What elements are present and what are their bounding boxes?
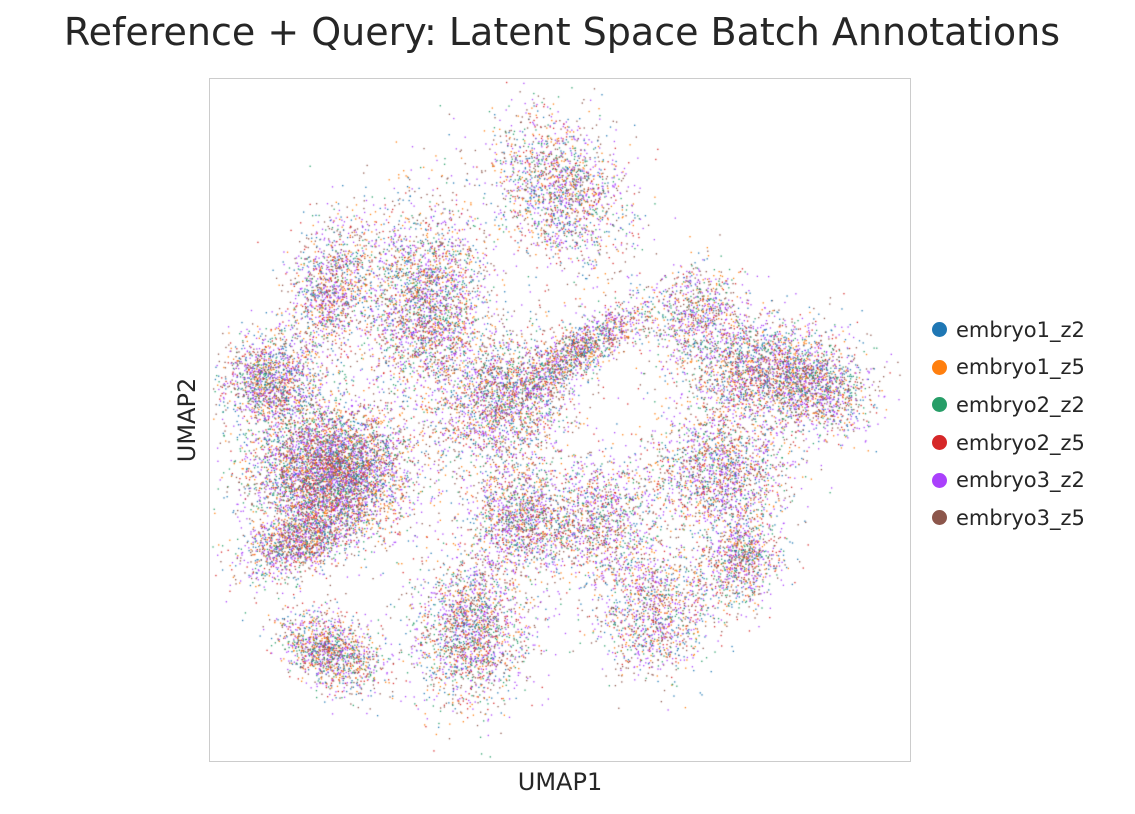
legend-item: embryo2_z2 — [932, 386, 1085, 424]
legend-label: embryo3_z2 — [956, 468, 1085, 493]
y-axis-label: UMAP2 — [173, 377, 201, 463]
legend-item: embryo1_z2 — [932, 311, 1085, 349]
legend-label: embryo1_z2 — [956, 317, 1085, 342]
legend-marker — [932, 359, 947, 375]
legend-marker — [932, 510, 947, 526]
legend-item: embryo3_z2 — [932, 461, 1085, 499]
umap-scatter-points — [210, 79, 910, 761]
chart-title: Reference + Query: Latent Space Batch An… — [63, 10, 1061, 54]
legend-label: embryo2_z5 — [956, 430, 1085, 455]
legend-label: embryo1_z5 — [956, 355, 1085, 380]
legend-label: embryo3_z5 — [956, 505, 1085, 530]
legend-item: embryo3_z5 — [932, 499, 1085, 537]
legend-marker — [932, 397, 947, 413]
x-axis-label: UMAP1 — [517, 768, 603, 796]
legend-marker — [932, 322, 947, 338]
legend-marker — [932, 435, 947, 451]
legend-label: embryo2_z2 — [956, 392, 1085, 417]
legend: embryo1_z2 embryo1_z5 embryo2_z2 embryo2_z5… — [932, 311, 1085, 537]
legend-item: embryo1_z5 — [932, 349, 1085, 387]
legend-marker — [932, 472, 947, 488]
legend-item: embryo2_z5 — [932, 424, 1085, 462]
